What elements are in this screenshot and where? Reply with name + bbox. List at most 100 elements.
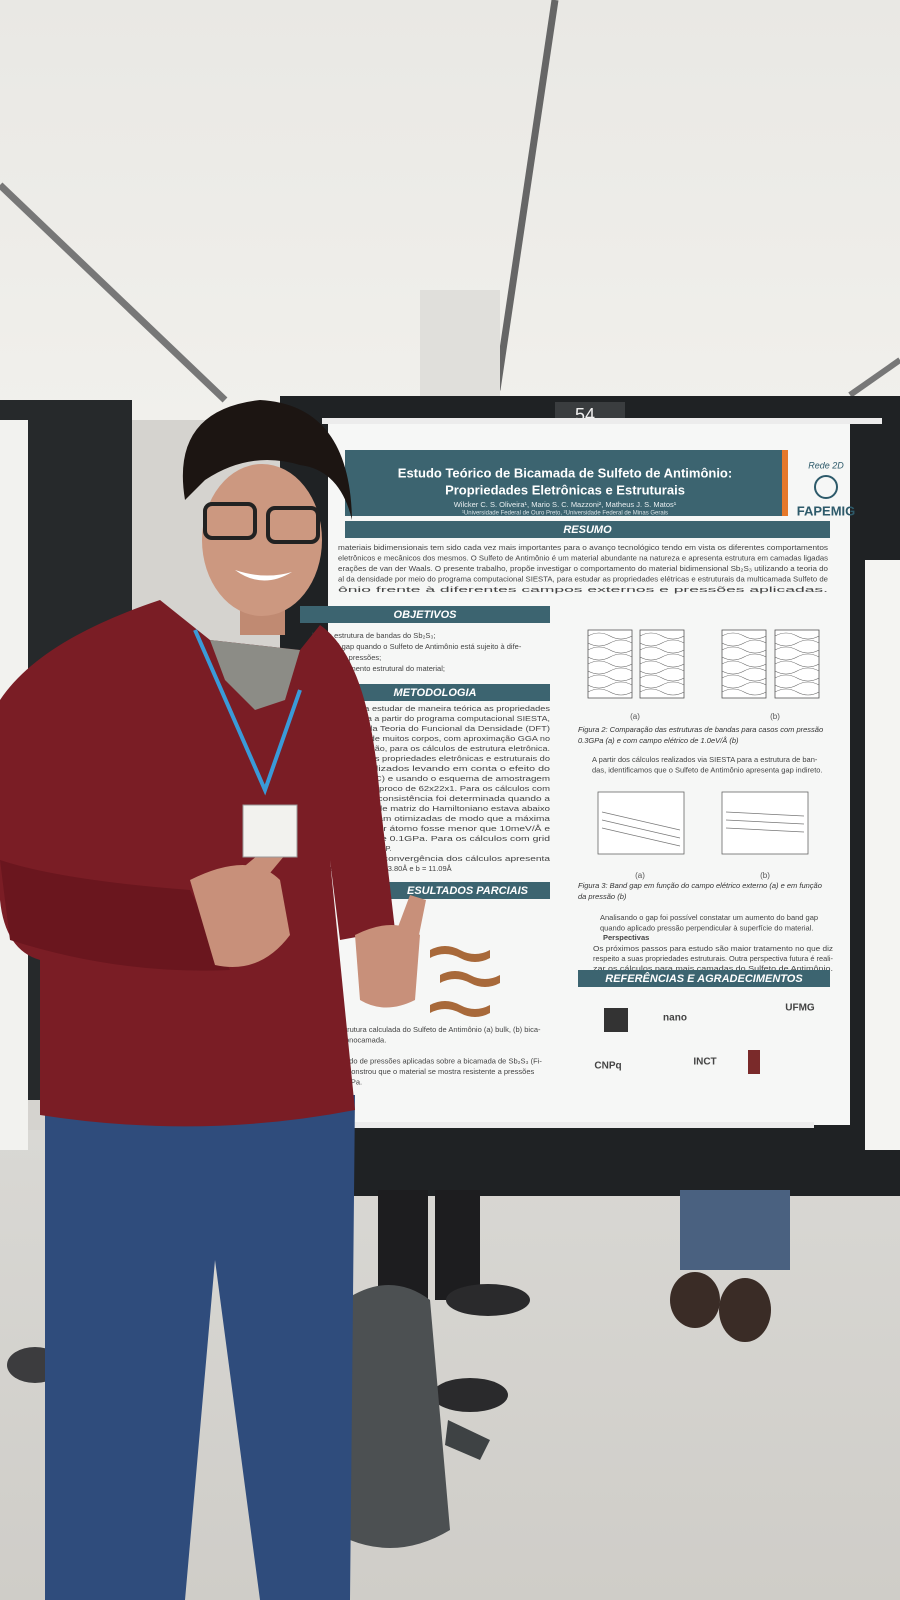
gap-line: [601, 819, 681, 839]
poster-text-line: da pressão (b): [578, 892, 627, 901]
section-heading: OBJETIVOS: [394, 609, 458, 621]
section-bar: [300, 606, 550, 623]
glasses: [266, 506, 320, 544]
visitor-shoe: [719, 1278, 771, 1342]
poster-title: Propriedades Eletrônicas e Estruturais: [445, 482, 685, 497]
poster-text-line: das, identificamos que o Sulfeto de Anti…: [592, 765, 823, 774]
neighbor-poster: [865, 560, 900, 1150]
ceiling-pipe: [0, 182, 228, 403]
band-line: [639, 688, 685, 696]
structure-image: [430, 946, 490, 962]
poster-rod: [322, 418, 882, 424]
band-line: [639, 639, 685, 647]
band-line: [774, 667, 820, 675]
band-line: [639, 632, 685, 640]
sponsor-mark: [748, 1050, 760, 1074]
poster-text-line: Figura 2: Comparação das estruturas de b…: [578, 725, 823, 734]
gap-plot: [721, 791, 809, 855]
band-line: [721, 667, 767, 675]
section-bar: [345, 521, 830, 538]
band-line: [721, 674, 767, 682]
logo-agency: FAPEMIG: [797, 503, 856, 518]
sponsor-logo: UFMG: [785, 1003, 815, 1014]
name-badge: [242, 804, 298, 858]
poster-text-line: ônio frente à diferentes campos externos…: [338, 585, 828, 594]
poster-text-line: erações de van der Waals. O presente tra…: [338, 564, 828, 573]
band-line: [587, 681, 633, 689]
section-bar: [385, 882, 550, 899]
poster-text-line: onocamada.: [345, 1035, 386, 1044]
poster-text-line: r o band gap quando o Sulfeto de Antimôn…: [312, 642, 522, 651]
band-line: [587, 653, 633, 661]
poster-text-line: metrias foram otimizadas de modo que a m…: [330, 814, 551, 823]
visitor-shoe: [446, 1284, 530, 1316]
poster-text-line: al da densidade por meio do programa com…: [338, 574, 828, 583]
poster-text-line: materiais bidimensionais tem sido cada v…: [338, 543, 828, 552]
band-line: [721, 681, 767, 689]
undershirt: [210, 640, 300, 710]
visitor-jeans: [680, 1190, 790, 1270]
poster-text-line: trutura calculada do Sulfeto de Antimôni…: [345, 1025, 541, 1034]
band-line: [774, 632, 820, 640]
poster-text-line: que a autoconsistência foi determinada q…: [330, 794, 551, 803]
band-line: [639, 681, 685, 689]
panel-label: (b): [760, 871, 770, 880]
poster-text-line: órbita (SOC) e usando o esquema de amost…: [330, 774, 550, 783]
visitor-shoe: [432, 1378, 508, 1412]
gap-line: [725, 811, 805, 817]
band-line: [587, 639, 633, 647]
band-line: [639, 646, 685, 654]
logo-network: Rede 2D: [808, 460, 844, 470]
poster-text-line: GPa.: [345, 1077, 362, 1086]
gap-line: [725, 819, 805, 825]
band-line: [721, 646, 767, 654]
hair: [182, 400, 352, 520]
band-line: [774, 674, 820, 682]
subheading: Perspectivas: [603, 933, 649, 942]
poster-text-line: de correlação, para os cálculos de estru…: [330, 744, 550, 753]
logo-mark: [814, 475, 838, 499]
band-line: [721, 639, 767, 647]
thumb-right: [395, 895, 426, 940]
glasses: [203, 502, 257, 540]
title-banner: [345, 450, 782, 516]
band-line: [587, 632, 633, 640]
poster-text-line: zar os cálculos para mais camadas do Sul…: [593, 964, 833, 973]
poster-text-line: o comportamento estrutural do material;: [312, 664, 445, 673]
backpack: [345, 1285, 450, 1548]
poster-affiliations: ¹Universidade Federal de Ouro Preto, ²Un…: [462, 511, 668, 517]
section-bar: [320, 684, 550, 701]
poster-text-line: referente às propriedades eletrônicas e …: [330, 754, 550, 763]
structure-image: [430, 1001, 490, 1017]
hand-right: [355, 925, 420, 1008]
section-heading: ESULTADOS PARCIAIS: [407, 885, 529, 897]
ceiling-column: [420, 290, 500, 400]
poster-authors: Wilcker C. S. Oliveira¹, Mario S. C. Maz…: [454, 500, 677, 509]
band-line: [587, 667, 633, 675]
band-line: [587, 646, 633, 654]
panel-label: (b): [770, 712, 780, 721]
lanyard: [193, 629, 302, 796]
poster-text-line: espaço recíproco de 62x22x1. Para os cál…: [330, 784, 550, 793]
band-line: [721, 632, 767, 640]
band-line: [639, 653, 685, 661]
panel-label: (a): [630, 712, 640, 721]
band-line: [774, 660, 820, 668]
poster-text-line: ular de lados a = 3.80Å e b = 11.09Å: [330, 864, 452, 873]
band-line: [774, 688, 820, 696]
poster-text-line: A partir dos cálculos realizados via SIE…: [592, 755, 818, 764]
section-heading: METODOLOGIA: [394, 687, 477, 699]
gap-line: [601, 827, 681, 847]
band-line: [587, 660, 633, 668]
band-line: [587, 688, 633, 696]
band-line: [639, 667, 685, 675]
section-heading: RESUMO: [563, 524, 612, 536]
structure-image: [440, 971, 500, 987]
poster-text-line: foram realizados levando em conta o efei…: [330, 764, 550, 773]
poster-text-line: de stress de 0.1GPa. Para os cálculos co…: [330, 834, 550, 843]
gap-plot: [597, 791, 685, 855]
poster-text-line: rida após a convergência dos cálculos ap…: [330, 854, 551, 863]
poster-text-line: udo de pressões aplicadas sobre a bicama…: [345, 1056, 542, 1065]
poster-text-line: Os próximos passos para estudo são maior…: [593, 944, 833, 953]
